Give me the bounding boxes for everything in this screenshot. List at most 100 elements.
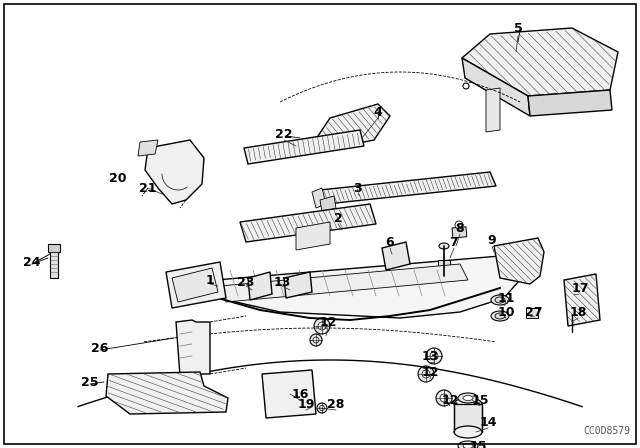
Text: 8: 8 [456,221,464,234]
Circle shape [463,83,469,89]
Polygon shape [244,130,364,164]
Text: 15: 15 [471,393,489,406]
Ellipse shape [491,311,509,321]
Text: 1: 1 [205,273,214,287]
Polygon shape [462,28,618,96]
Text: 6: 6 [386,236,394,249]
Polygon shape [240,204,376,242]
Bar [526,308,538,318]
Polygon shape [284,272,312,298]
Text: 16: 16 [291,388,308,401]
Text: 19: 19 [298,397,315,410]
Ellipse shape [454,398,482,410]
Text: 5: 5 [514,22,522,34]
Bar [50,248,58,278]
Polygon shape [296,222,330,250]
Text: 15: 15 [469,439,487,448]
Bar [270,400,306,412]
Text: 21: 21 [140,181,157,194]
Text: 23: 23 [237,276,255,289]
Circle shape [314,318,330,334]
Polygon shape [220,264,468,302]
Circle shape [168,158,188,178]
Polygon shape [192,256,518,318]
Text: 10: 10 [497,306,515,319]
Polygon shape [166,262,226,308]
Polygon shape [382,242,410,270]
Ellipse shape [458,441,478,448]
Bar [48,244,60,252]
Bar [452,227,467,238]
Text: 14: 14 [479,415,497,428]
Circle shape [422,370,430,378]
Polygon shape [262,370,316,418]
Circle shape [317,403,327,413]
Text: 13: 13 [273,276,291,289]
Text: 27: 27 [525,306,543,319]
Text: 12: 12 [441,393,459,406]
Ellipse shape [439,273,449,279]
Text: 13: 13 [421,349,438,362]
Text: 7: 7 [450,236,458,249]
Circle shape [430,352,438,360]
Polygon shape [106,372,228,414]
Ellipse shape [439,243,449,249]
Text: 12: 12 [421,366,439,379]
Text: 12: 12 [319,315,337,328]
Polygon shape [528,90,612,116]
Text: 17: 17 [572,281,589,294]
Ellipse shape [463,444,473,448]
Text: 22: 22 [275,129,292,142]
Text: 3: 3 [354,181,362,194]
Text: 25: 25 [81,375,99,388]
Polygon shape [564,274,600,326]
Text: 9: 9 [488,233,496,246]
Text: 11: 11 [497,292,515,305]
Ellipse shape [458,393,478,403]
Ellipse shape [277,382,287,390]
Polygon shape [176,320,210,376]
Polygon shape [320,172,496,204]
Ellipse shape [296,222,330,234]
Ellipse shape [568,314,576,318]
Ellipse shape [293,404,303,412]
Circle shape [313,337,319,343]
Circle shape [436,390,452,406]
Polygon shape [172,268,218,302]
Circle shape [440,394,448,402]
Text: CC0D8579: CC0D8579 [583,426,630,436]
Polygon shape [312,188,326,208]
Text: 28: 28 [327,397,345,410]
Circle shape [602,48,610,56]
Circle shape [310,334,322,346]
Polygon shape [494,238,544,284]
Text: 26: 26 [92,341,109,354]
Circle shape [418,366,434,382]
Circle shape [303,401,310,408]
Ellipse shape [454,426,482,438]
Circle shape [426,348,442,364]
Bar [438,260,450,270]
Polygon shape [145,140,204,204]
Text: 20: 20 [109,172,127,185]
Text: 24: 24 [23,255,41,268]
Ellipse shape [463,396,473,401]
Polygon shape [248,272,272,300]
Polygon shape [138,140,158,156]
Text: 2: 2 [333,211,342,224]
Polygon shape [318,104,390,148]
Text: 18: 18 [570,306,587,319]
Polygon shape [486,88,500,132]
Text: 4: 4 [374,105,382,119]
Polygon shape [320,196,336,212]
Bar [270,378,306,394]
Circle shape [299,397,313,411]
Circle shape [455,221,463,229]
Circle shape [318,322,326,330]
Polygon shape [462,58,530,116]
Circle shape [319,405,324,410]
Bar [454,404,482,432]
Ellipse shape [495,297,505,303]
Ellipse shape [495,313,505,319]
Ellipse shape [491,295,509,305]
